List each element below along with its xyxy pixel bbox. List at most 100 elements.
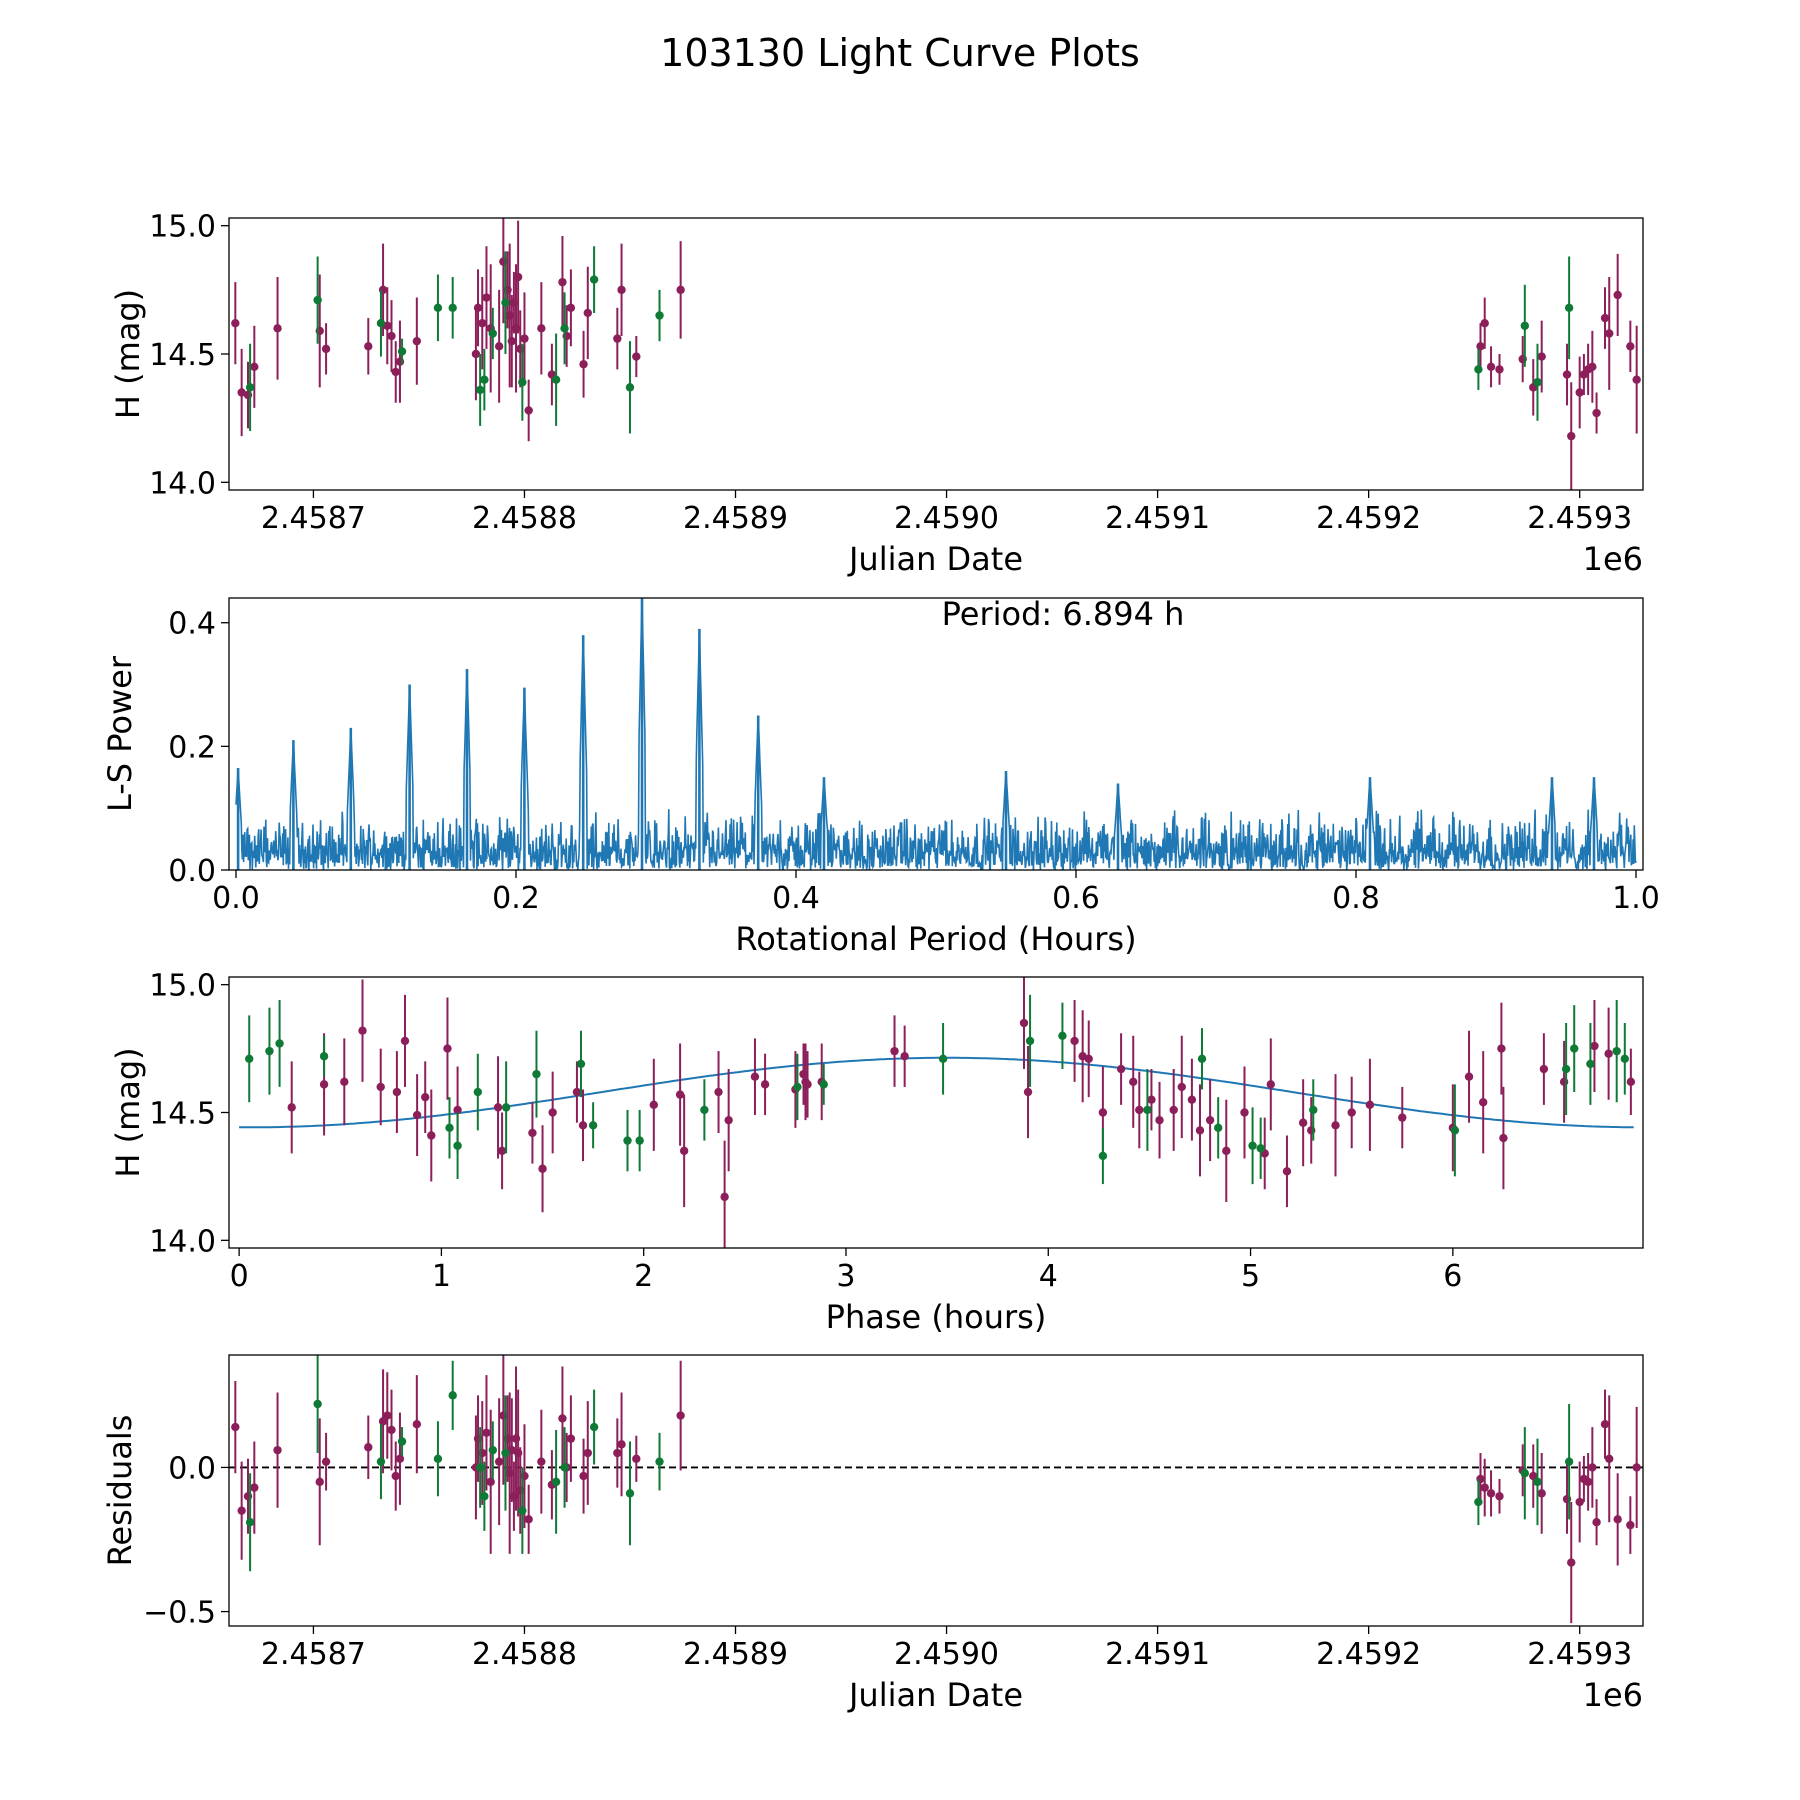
data-point: [1486, 362, 1496, 372]
data-point: [1147, 1095, 1156, 1104]
data-point: [231, 319, 240, 328]
data-point: [1567, 1558, 1576, 1567]
data-point: [1499, 1133, 1508, 1143]
data-point: [443, 1044, 452, 1053]
data-point: [572, 1087, 582, 1097]
data-point: [528, 1128, 537, 1138]
axes-frame: [228, 597, 1644, 871]
data-point: [427, 1131, 436, 1140]
data-point: [250, 362, 259, 372]
data-point: [1019, 1018, 1029, 1028]
x-tick-label: 2: [634, 1259, 653, 1294]
data-point: [632, 352, 641, 361]
x-axis-label: Julian Date: [847, 540, 1023, 578]
data-point: [1098, 1108, 1108, 1117]
data-point: [566, 1434, 576, 1443]
period-annotation: Period: 6.894 h: [942, 595, 1185, 633]
data-point: [1450, 1126, 1460, 1135]
data-point: [566, 303, 576, 313]
data-point: [1309, 1105, 1318, 1115]
data-point: [1098, 1151, 1108, 1161]
data-point: [1600, 1419, 1610, 1429]
data-point: [1613, 290, 1622, 300]
x-offset-label: 1e6: [1583, 540, 1643, 578]
data-point: [1298, 1118, 1308, 1127]
data-point: [1480, 1483, 1489, 1492]
data-point: [231, 1422, 240, 1432]
data-point: [1605, 329, 1614, 338]
data-point: [482, 1428, 491, 1438]
data-point: [1537, 1489, 1546, 1498]
data-point: [1600, 313, 1610, 323]
data-point: [433, 1454, 443, 1463]
data-point: [453, 1141, 462, 1150]
data-point: [1177, 1082, 1186, 1092]
data-point: [1575, 1497, 1584, 1507]
data-point: [501, 1103, 511, 1112]
data-point: [265, 1046, 274, 1056]
data-point: [321, 1457, 331, 1466]
x-tick-label: 1: [432, 1259, 451, 1294]
data-point: [482, 293, 491, 302]
data-point: [1592, 408, 1601, 418]
data-point: [551, 375, 561, 384]
data-point: [433, 303, 443, 313]
data-point: [507, 336, 516, 346]
data-point: [1520, 1469, 1530, 1478]
x-tick-label: 2.4589: [683, 501, 788, 536]
data-point: [938, 1054, 948, 1064]
data-point: [1632, 375, 1641, 384]
data-point: [501, 1448, 510, 1458]
data-point: [1626, 1520, 1635, 1530]
x-tick-label: 5: [1241, 1259, 1260, 1294]
data-point: [1564, 1457, 1574, 1466]
data-point: [679, 1146, 689, 1156]
data-point: [445, 1123, 454, 1133]
data-point: [1197, 1054, 1207, 1064]
data-point: [890, 1046, 899, 1056]
data-point: [245, 383, 255, 392]
data-point: [513, 272, 523, 282]
data-point: [613, 334, 622, 343]
data-point: [1583, 1477, 1593, 1487]
data-point: [1626, 342, 1635, 351]
data-point: [273, 324, 282, 333]
y-tick-label: 14.0: [149, 466, 216, 501]
data-point: [1070, 1036, 1079, 1046]
data-point: [793, 1082, 802, 1092]
data-point: [376, 1457, 386, 1466]
data-point: [1604, 1049, 1613, 1058]
x-tick-label: 2.4591: [1105, 1637, 1210, 1672]
data-point: [383, 1411, 392, 1420]
data-point: [617, 285, 626, 295]
x-tick-label: 2.4591: [1105, 501, 1210, 536]
data-point: [275, 1039, 284, 1048]
data-point: [1205, 1115, 1215, 1125]
data-point: [245, 1518, 255, 1527]
data-point: [1561, 1064, 1571, 1074]
data-point: [391, 367, 400, 377]
x-tick-label: 2.4587: [261, 1637, 366, 1672]
axes-frame: [228, 217, 1644, 491]
data-point: [676, 1411, 685, 1420]
data-point: [376, 1082, 385, 1092]
y-tick-label: 15.0: [149, 969, 216, 1004]
data-point: [583, 308, 592, 318]
data-point: [1240, 1108, 1249, 1117]
x-tick-label: 2.4590: [894, 1637, 999, 1672]
plot-area-periodogram: [235, 598, 1637, 870]
data-point: [313, 295, 322, 305]
data-point: [1613, 1515, 1622, 1524]
x-tick-label: 6: [1443, 1259, 1462, 1294]
data-point: [655, 1457, 664, 1466]
data-point: [1564, 303, 1574, 313]
data-point: [900, 1052, 909, 1061]
x-tick-label: 2.4592: [1316, 501, 1421, 536]
x-tick-label: 2.4593: [1527, 501, 1632, 536]
data-point: [1588, 362, 1597, 372]
data-point: [579, 1471, 588, 1481]
data-point: [803, 1080, 812, 1089]
data-point: [1562, 370, 1572, 379]
data-point: [1533, 1477, 1542, 1487]
data-point: [649, 1100, 659, 1110]
